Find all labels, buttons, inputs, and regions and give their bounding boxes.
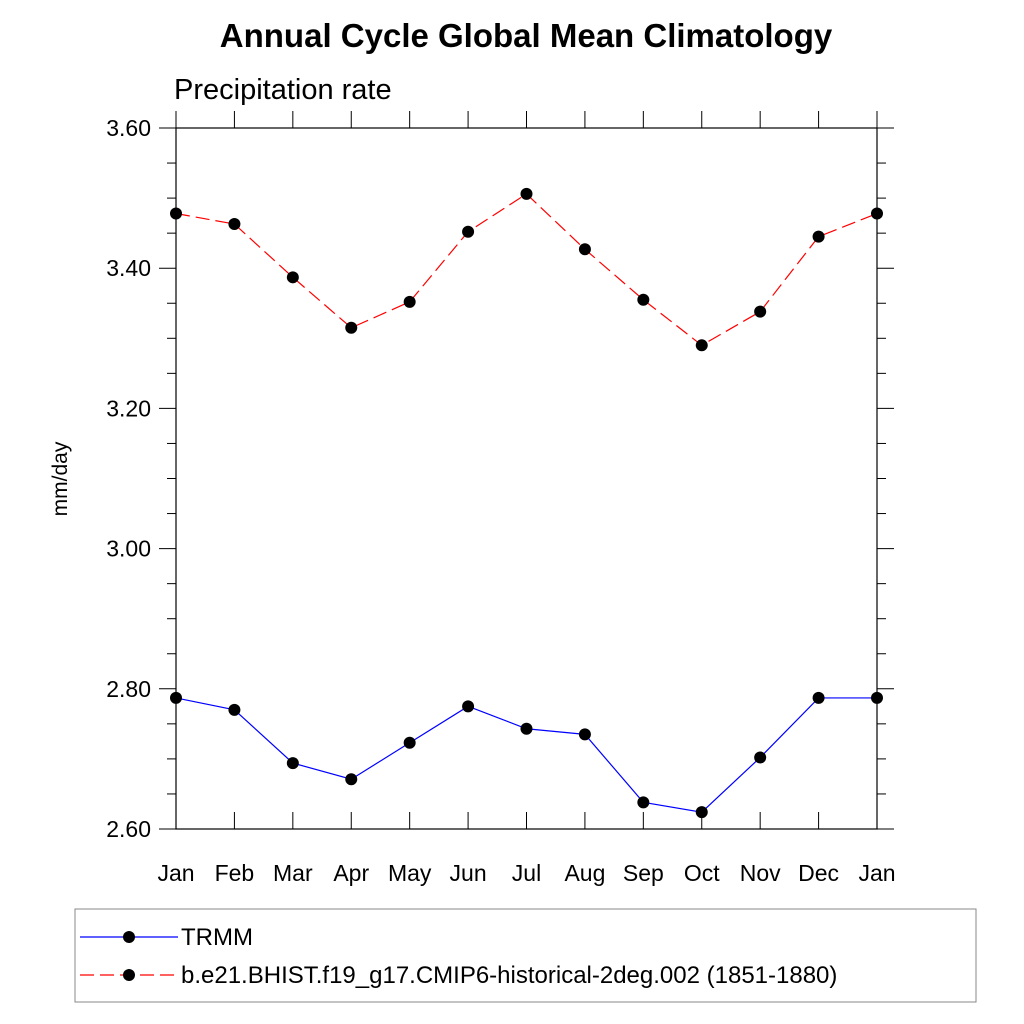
x-axis: Jan Feb Mar Apr May Jun Jul Aug Sep Oct Nov Dec Jan [157, 111, 896, 886]
data-point [286, 271, 299, 284]
data-point [520, 722, 533, 735]
data-point [812, 691, 825, 704]
legend-box [74, 908, 977, 1003]
data-point [170, 207, 182, 220]
data-point [228, 218, 241, 231]
data-point [578, 243, 591, 256]
x-tick-label: Sep [623, 860, 664, 886]
y-axis: 2.60 2.80 3.00 3.20 3.40 3.60 [106, 115, 894, 842]
series-layer [170, 187, 883, 819]
legend-marker [123, 931, 135, 943]
data-point [462, 700, 475, 713]
chart-title: Annual Cycle Global Mean Climatology [220, 17, 833, 54]
data-point [520, 187, 533, 200]
x-tick-label: Jan [157, 860, 194, 886]
data-point [228, 703, 241, 716]
x-tick-label: Jan [858, 860, 895, 886]
x-tick-label: Jun [450, 860, 487, 886]
y-tick-label: 2.60 [106, 816, 151, 842]
x-tick-label: Feb [215, 860, 255, 886]
series-line [175, 193, 878, 347]
y-axis-label: mm/day [49, 441, 72, 516]
legend-entry-1: TRMM [80, 924, 253, 951]
x-tick-label: Mar [273, 860, 313, 886]
data-point [345, 321, 358, 334]
legend-entry-2: b.e21.BHIST.f19_g17.CMIP6-historical-2de… [80, 962, 837, 989]
legend: TRMM b.e21.BHIST.f19_g17.CMIP6-historical… [74, 908, 977, 1003]
legend-marker [123, 969, 135, 981]
data-point [754, 305, 767, 318]
data-point [637, 796, 650, 809]
legend-label: TRMM [181, 924, 253, 951]
data-point [754, 751, 767, 764]
data-point [403, 736, 416, 749]
data-point [812, 230, 825, 243]
data-point [871, 207, 883, 220]
y-tick-label: 2.80 [106, 676, 151, 702]
series-1 [170, 691, 883, 819]
data-point [695, 339, 708, 352]
series-2 [170, 187, 883, 352]
data-point [286, 757, 299, 770]
legend-label: b.e21.BHIST.f19_g17.CMIP6-historical-2de… [181, 962, 837, 989]
x-tick-label: Aug [564, 860, 605, 886]
series-line [175, 697, 877, 813]
data-point [695, 806, 708, 819]
x-tick-label: Nov [740, 860, 781, 886]
x-tick-label: Apr [333, 860, 369, 886]
data-point [170, 691, 182, 704]
chart-subtitle: Precipitation rate [174, 74, 392, 106]
data-point [578, 728, 591, 741]
x-tick-label: May [388, 860, 432, 886]
data-point [345, 773, 358, 786]
x-tick-label: Dec [798, 860, 839, 886]
y-tick-label: 3.00 [106, 536, 151, 562]
x-tick-label: Jul [512, 860, 541, 886]
data-point [403, 295, 416, 308]
data-point [462, 225, 475, 238]
y-tick-label: 3.20 [106, 395, 151, 421]
x-tick-label: Oct [684, 860, 720, 886]
y-tick-label: 3.60 [106, 115, 151, 141]
y-tick-label: 3.40 [106, 255, 151, 281]
data-point [637, 293, 650, 306]
data-point [871, 691, 883, 704]
